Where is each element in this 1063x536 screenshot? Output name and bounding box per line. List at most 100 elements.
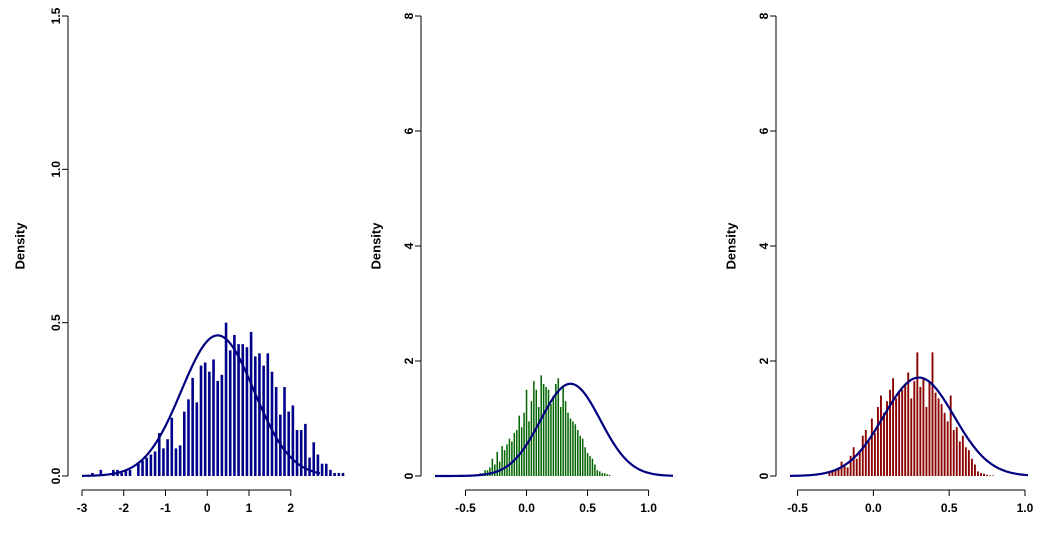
histogram-bar: [880, 395, 882, 476]
histogram-bar: [569, 418, 572, 476]
y-tick-label: 4: [757, 242, 771, 249]
histogram-bar: [491, 458, 494, 476]
histogram-bar: [187, 399, 190, 476]
x-tick-label: 0.5: [941, 501, 958, 515]
histogram-bar: [337, 472, 341, 476]
y-tick-label: 4: [402, 242, 416, 249]
histogram-bar: [528, 421, 530, 477]
histogram-panel-2: 0 2 4 6 8 -0.5 0.0 0.5 1.0 Density: [369, 12, 674, 515]
histogram-bar: [567, 412, 569, 476]
histogram-bar: [579, 435, 581, 476]
histogram-bar: [501, 446, 503, 476]
histogram-bar: [977, 471, 979, 476]
histogram-bar: [873, 432, 876, 477]
histogram-bar: [970, 458, 973, 476]
histogram-bar: [183, 411, 186, 476]
histogram-bar: [484, 470, 486, 476]
histogram-bar: [852, 447, 855, 476]
histogram-panel-1: 0.0 0.5 1.0 1.5 -3 -2 -1 0 1 2 Density: [13, 7, 345, 515]
histogram-bar: [986, 474, 989, 476]
y-tick-label: 0.0: [49, 467, 63, 484]
histogram-bar: [316, 454, 320, 476]
histogram-bar: [913, 381, 916, 477]
histogram-bar: [513, 432, 516, 477]
histogram-bar: [557, 378, 560, 476]
histogram-bar: [937, 398, 940, 477]
histogram-bar: [266, 353, 270, 476]
histogram-bar: [295, 430, 299, 476]
histogram-bar: [564, 401, 567, 476]
x-tick-label: -1: [160, 501, 171, 515]
y-tick-label: 1.5: [49, 7, 63, 24]
x-tick-label: 0.0: [865, 501, 882, 515]
x-tick-label: 1.0: [640, 501, 657, 515]
histogram-bar: [212, 359, 215, 476]
histogram-panel-3: 0 2 4 6 8 -0.5 0.0 0.5 1.0 Density: [724, 12, 1034, 515]
histogram-bar: [525, 389, 528, 476]
histogram-bar: [910, 398, 913, 477]
histogram-bar: [518, 415, 520, 477]
histogram-bar: [952, 430, 955, 476]
histogram-bar: [233, 334, 236, 476]
histogram-bar: [503, 450, 506, 477]
histogram-bar: [489, 467, 491, 477]
histogram-bar: [91, 472, 94, 476]
histogram-bar: [258, 353, 261, 476]
y-axis-title: Density: [369, 222, 384, 270]
y-tick-label: 0: [402, 472, 416, 479]
histogram-bar: [919, 386, 922, 477]
histogram-bar: [886, 401, 888, 476]
histogram-bar: [299, 430, 303, 476]
histogram-bar: [270, 371, 274, 476]
histogram-bar: [191, 377, 194, 476]
histogram-bar: [943, 412, 946, 476]
histogram-bar: [149, 454, 153, 476]
density-curve: [434, 382, 674, 478]
y-tick-label: 1.0: [49, 161, 63, 178]
y-tick-label: 2: [757, 357, 771, 364]
histogram-bar: [840, 461, 843, 477]
histogram-bar: [195, 402, 199, 476]
y-tick-label: 6: [757, 127, 771, 134]
histogram-bar: [308, 457, 311, 476]
histogram-bar: [120, 472, 123, 476]
histogram-bar: [274, 387, 278, 476]
histogram-bar: [861, 435, 864, 476]
histogram-bar: [889, 389, 891, 476]
histogram-bar: [594, 464, 596, 476]
histogram-bar: [153, 451, 157, 476]
histogram-bar: [341, 472, 345, 476]
histogram-bar: [901, 389, 904, 476]
histogram-bar: [606, 474, 608, 476]
histogram-bar: [895, 398, 898, 477]
histogram-bar: [572, 421, 574, 477]
histogram-bar: [555, 384, 557, 476]
x-tick-label: -3: [77, 501, 88, 515]
histogram-bar: [955, 427, 958, 477]
histogram-bar: [559, 407, 562, 476]
histogram-bar: [931, 352, 934, 477]
y-tick-label: 0: [757, 472, 771, 479]
histogram-bar: [858, 450, 861, 477]
density-curve: [81, 334, 321, 477]
histogram-bar: [603, 473, 606, 477]
histogram-bar: [535, 389, 538, 476]
histogram-bar: [237, 344, 240, 476]
x-tick-label: 0: [204, 501, 211, 515]
histogram-bar: [540, 375, 542, 477]
histogram-bar: [949, 395, 952, 476]
histogram-bar: [574, 424, 577, 476]
histogram-bar: [867, 441, 870, 476]
histogram-bar: [287, 411, 290, 476]
histogram-bar: [141, 460, 144, 476]
histogram-bar: [828, 471, 831, 476]
histogram-bar: [864, 430, 867, 476]
histogram-bar: [537, 407, 540, 476]
histogram-bar: [162, 448, 165, 476]
histogram-bar: [216, 380, 219, 476]
histogram-bar: [898, 392, 901, 477]
histogram-bar: [496, 451, 498, 476]
histogram-bar: [523, 412, 525, 476]
histogram-bar: [846, 467, 849, 477]
